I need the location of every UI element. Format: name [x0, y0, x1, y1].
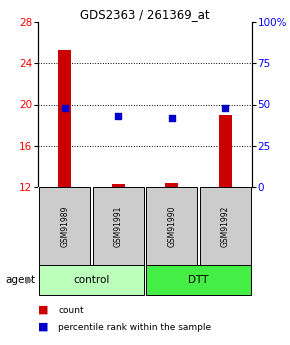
Bar — [219, 115, 232, 187]
Text: GSM91990: GSM91990 — [167, 205, 176, 247]
Title: GDS2363 / 261369_at: GDS2363 / 261369_at — [80, 8, 210, 21]
Bar — [58, 50, 71, 187]
Bar — [93, 187, 144, 265]
Text: percentile rank within the sample: percentile rank within the sample — [58, 323, 211, 332]
Bar — [146, 187, 197, 265]
Text: GSM91989: GSM91989 — [60, 205, 69, 247]
Text: count: count — [58, 306, 84, 315]
Text: GSM91991: GSM91991 — [114, 205, 123, 247]
Bar — [200, 187, 251, 265]
Bar — [39, 187, 90, 265]
Point — [169, 115, 174, 120]
Point — [62, 105, 67, 110]
Text: ■: ■ — [38, 322, 48, 332]
Bar — [165, 183, 178, 187]
Text: agent: agent — [6, 275, 36, 285]
Text: GSM91992: GSM91992 — [221, 205, 230, 247]
Text: control: control — [73, 275, 110, 285]
Bar — [146, 265, 251, 295]
Bar — [39, 265, 144, 295]
Point — [116, 113, 121, 119]
Text: ■: ■ — [38, 305, 48, 315]
Point — [223, 105, 228, 110]
Text: DTT: DTT — [188, 275, 209, 285]
Text: ▶: ▶ — [26, 275, 34, 285]
Bar — [112, 184, 125, 187]
